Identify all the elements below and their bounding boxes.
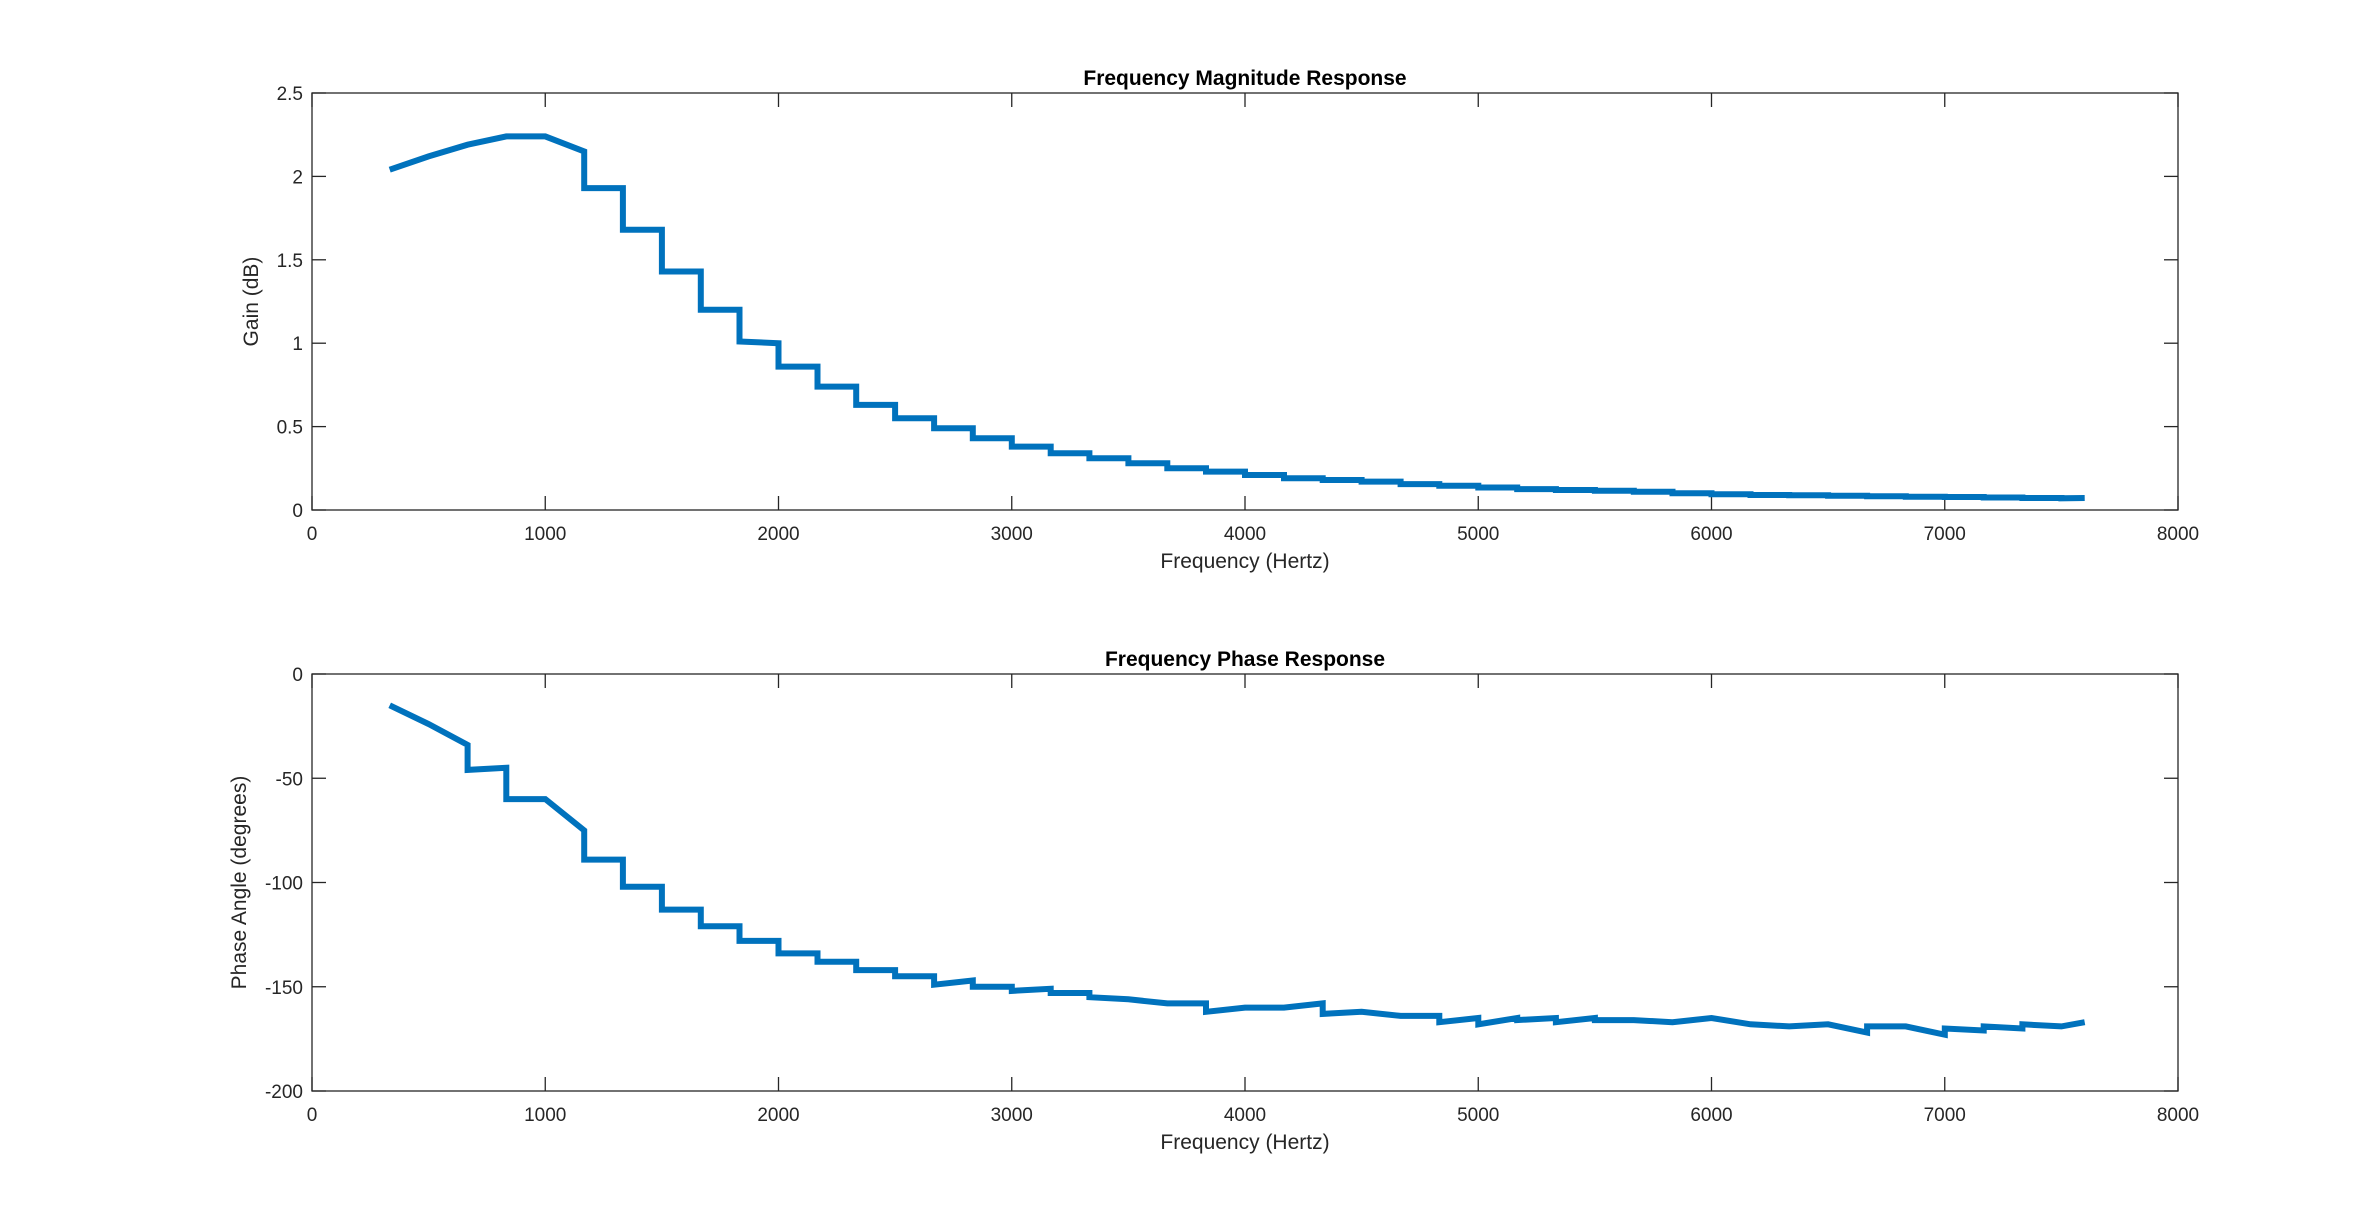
magnitude-x-tick-label: 5000 [1457, 524, 1499, 545]
magnitude-x-tick-label: 4000 [1224, 524, 1266, 545]
phase-x-tick-label: 5000 [1457, 1105, 1499, 1126]
phase-y-tick-label: 0 [292, 665, 303, 686]
phase-x-tick-label: 8000 [2157, 1105, 2199, 1126]
magnitude-x-tick-label: 0 [307, 524, 318, 545]
phase-x-tick-label: 1000 [524, 1105, 566, 1126]
magnitude-x-tick-label: 8000 [2157, 524, 2199, 545]
magnitude-chart: 0 1000 2000 3000 4000 5000 6000 7000 8000 0 0.5 1 1.… [240, 67, 2199, 573]
phase-y-tick-label: -200 [265, 1082, 303, 1103]
phase-y-tick-label: -100 [265, 874, 303, 895]
phase-x-tick-label: 2000 [757, 1105, 799, 1126]
magnitude-y-tick-label: 1 [292, 334, 303, 355]
magnitude-x-tick-label: 7000 [1924, 524, 1966, 545]
phase-y-tick-label: -150 [265, 978, 303, 999]
magnitude-y-tick-label: 0.5 [277, 418, 303, 439]
phase-x-tick-label: 0 [307, 1105, 318, 1126]
phase-x-axis-label: Frequency (Hertz) [1160, 1131, 1329, 1154]
magnitude-y-axis-label: Gain (dB) [240, 257, 263, 347]
magnitude-series-line [388, 133, 2085, 502]
magnitude-x-tick-label: 6000 [1690, 524, 1732, 545]
phase-x-tick-label: 3000 [991, 1105, 1033, 1126]
phase-x-tick-label: 6000 [1690, 1105, 1732, 1126]
magnitude-x-tick-label: 1000 [524, 524, 566, 545]
magnitude-x-tick-label: 3000 [991, 524, 1033, 545]
phase-y-tick-label: -50 [276, 769, 303, 790]
phase-chart-title: Frequency Phase Response [1105, 648, 1385, 671]
phase-series-line [388, 702, 2086, 1039]
phase-chart: 0 1000 2000 3000 4000 5000 6000 7000 8000 -200 -15… [228, 648, 2199, 1154]
magnitude-x-axis-label: Frequency (Hertz) [1160, 550, 1329, 573]
magnitude-y-tick-label: 1.5 [277, 251, 303, 272]
magnitude-y-tick-label: 0 [292, 501, 303, 522]
magnitude-plot-frame [311, 92, 2179, 511]
magnitude-y-tick-label: 2 [292, 167, 303, 188]
magnitude-chart-title: Frequency Magnitude Response [1083, 67, 1406, 90]
magnitude-x-tick-label: 2000 [757, 524, 799, 545]
phase-x-tick-label: 7000 [1924, 1105, 1966, 1126]
phase-x-tick-label: 4000 [1224, 1105, 1266, 1126]
phase-y-axis-label: Phase Angle (degrees) [228, 776, 251, 990]
magnitude-y-tick-label: 2.5 [277, 84, 303, 105]
